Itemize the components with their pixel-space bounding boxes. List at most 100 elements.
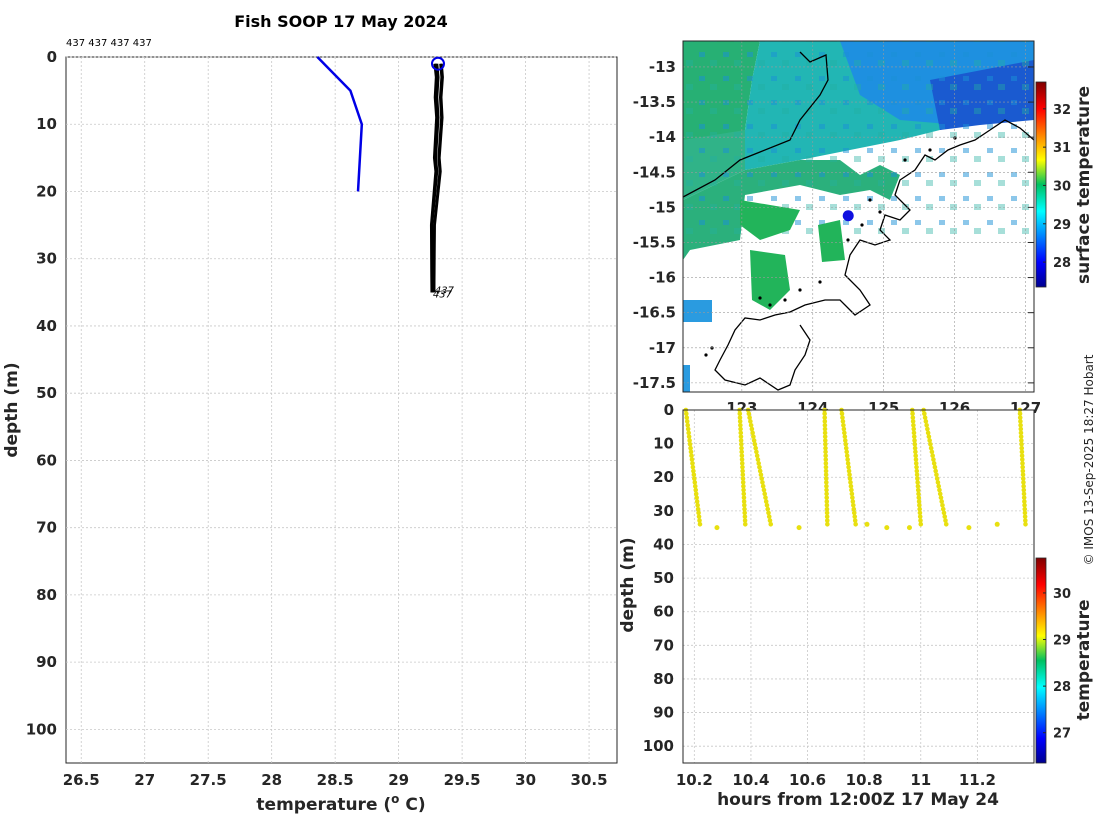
time-tick-label: 10.8 bbox=[846, 771, 883, 789]
depth-sample-point bbox=[915, 483, 921, 489]
depth-sample-point bbox=[1017, 415, 1023, 420]
depth-sample-point bbox=[1018, 419, 1023, 424]
depth-sample-point bbox=[851, 502, 856, 508]
temperature-colorbar-tick-label: 29 bbox=[1053, 634, 1071, 649]
depth-sample-point bbox=[684, 419, 690, 424]
depth-sample-point bbox=[688, 445, 693, 451]
depth-sample-point bbox=[685, 422, 691, 428]
depth-sample-point bbox=[758, 472, 764, 478]
depth-sample-point bbox=[824, 480, 829, 485]
sst-colorbar-ticks: 28 29 30 31 32 bbox=[1043, 103, 1071, 271]
depth-sample-point bbox=[751, 434, 756, 439]
x-tick-label: 28 bbox=[261, 771, 282, 789]
depth-sample-point bbox=[937, 487, 942, 493]
td-depth-tick-label: 100 bbox=[643, 737, 674, 755]
depth-sample-point bbox=[1018, 426, 1024, 432]
depth-sample-point bbox=[845, 457, 850, 462]
depth-sample-point bbox=[915, 487, 921, 493]
depth-sample-point bbox=[940, 502, 945, 508]
depth-sample-point bbox=[737, 411, 743, 417]
depth-sample-point bbox=[1021, 480, 1026, 485]
td-depth-tick-label: 90 bbox=[653, 704, 674, 722]
sst-colorbar-tick-label: 29 bbox=[1053, 218, 1071, 233]
sst-colorbar-tick-label: 32 bbox=[1053, 103, 1071, 118]
depth-sample-point bbox=[910, 411, 915, 417]
sst-patch bbox=[750, 250, 790, 310]
depth-sample-point bbox=[692, 476, 697, 481]
depth-sample-point bbox=[851, 510, 857, 516]
lat-tick-label: -14 bbox=[649, 128, 676, 146]
y-tick-label: 100 bbox=[26, 720, 57, 738]
depth-sample-point bbox=[913, 453, 918, 459]
depth-sample-point bbox=[1020, 464, 1025, 470]
lat-tick-label: -16.5 bbox=[633, 304, 676, 322]
depth-sample-point bbox=[846, 468, 852, 474]
depth-sample-point bbox=[842, 430, 847, 436]
depth-sample-point bbox=[741, 483, 746, 489]
depth-sample-point bbox=[822, 419, 828, 424]
depth-sample-point bbox=[823, 468, 829, 474]
td-depth-tick-label: 70 bbox=[653, 636, 674, 654]
depth-sample-point bbox=[739, 461, 745, 466]
depth-sample-point bbox=[915, 476, 920, 481]
temperature-colorbar-tick-label: 27 bbox=[1053, 727, 1071, 742]
depth-sample-point bbox=[943, 522, 949, 527]
depth-sample-point bbox=[688, 449, 694, 455]
depth-sample-point bbox=[740, 472, 746, 478]
depth-sample-point bbox=[692, 480, 698, 485]
depth-sample-point bbox=[690, 464, 696, 470]
island bbox=[878, 210, 882, 214]
depth-sample-point bbox=[1021, 483, 1026, 489]
surface-marker bbox=[430, 56, 445, 71]
temperature-colorbar-tick-label: 28 bbox=[1053, 680, 1071, 695]
temperature-colorbar-tick-label: 30 bbox=[1053, 587, 1071, 602]
depth-sample-point bbox=[739, 441, 744, 447]
td-depth-tick-label: 80 bbox=[653, 670, 674, 688]
depth-sample-point bbox=[691, 472, 697, 478]
depth-sample-point bbox=[686, 434, 692, 439]
temperature-colorbar bbox=[1035, 557, 1047, 764]
sst-colorbar bbox=[1035, 81, 1047, 288]
depth-sample-point bbox=[738, 422, 743, 428]
depth-sample-point bbox=[912, 445, 918, 451]
y-tick-label: 80 bbox=[36, 586, 57, 604]
depth-sample-point bbox=[739, 453, 745, 459]
depth-sample-point bbox=[822, 426, 828, 432]
depth-sample-point bbox=[692, 483, 698, 489]
td-depth-tick-label: 50 bbox=[653, 569, 674, 587]
depth-sample-point bbox=[847, 472, 852, 478]
depth-sample-point bbox=[760, 480, 765, 485]
y-tick-label: 50 bbox=[36, 384, 57, 402]
depth-sample-point bbox=[686, 430, 691, 436]
depth-sample-point bbox=[738, 426, 743, 432]
depth-sample-point bbox=[766, 510, 771, 516]
depth-sample-point bbox=[1021, 491, 1027, 497]
depth-sample-point bbox=[937, 491, 943, 497]
depth-sample-point bbox=[823, 476, 829, 481]
sst-colorbar-label: surface temperature bbox=[1074, 86, 1094, 284]
depth-sample-point bbox=[739, 449, 744, 455]
depth-sample-point bbox=[822, 415, 828, 420]
depth-sample-point bbox=[740, 464, 745, 470]
td-depth-tick-label: 0 bbox=[664, 401, 674, 419]
plot-area bbox=[65, 56, 618, 764]
depth-sample-point bbox=[823, 461, 829, 466]
depth-sample-point bbox=[739, 445, 744, 451]
x-axis-label: temperature (o C) bbox=[256, 792, 425, 815]
depth-sample-point bbox=[1020, 457, 1025, 462]
depth-sample-point bbox=[822, 411, 827, 417]
depth-sample-point bbox=[917, 510, 923, 516]
depth-sample-point bbox=[685, 426, 691, 432]
depth-sample-point bbox=[737, 415, 743, 420]
island bbox=[798, 288, 802, 292]
depth-sample-point bbox=[1022, 514, 1028, 519]
depth-sample-point bbox=[823, 464, 829, 470]
depth-sample-point bbox=[915, 480, 920, 485]
depth-sample-point bbox=[756, 461, 761, 466]
depth-sample-point bbox=[760, 483, 766, 489]
depth-sample-point bbox=[750, 430, 755, 436]
depth-sample-point bbox=[942, 514, 948, 519]
main-tick-labels: 26.5 27 27.5 28 28.5 29 29.5 30 30.5 0 10 20 30 40 50 6… bbox=[26, 48, 608, 789]
islands bbox=[704, 136, 957, 357]
